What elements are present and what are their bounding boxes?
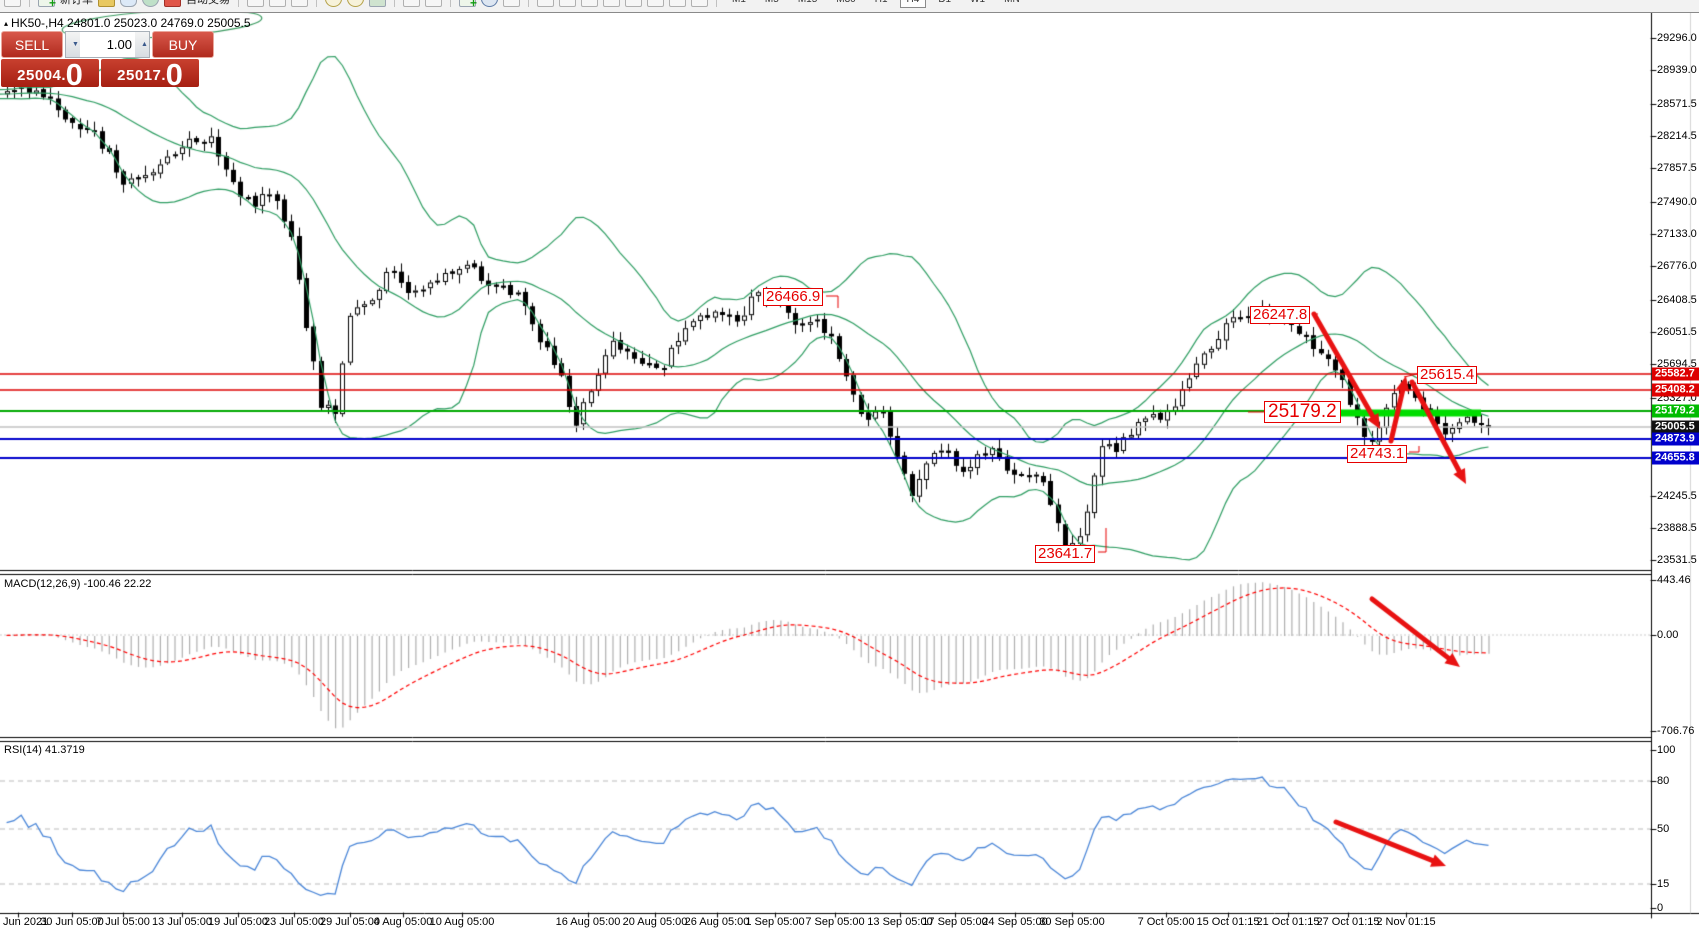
indicators-icon[interactable] (459, 0, 477, 10)
new-order-label: 新订单 (60, 0, 93, 6)
volume-stepper: ▼ ▲ (65, 31, 150, 58)
chart-ohlc-text: HK50-,H4 24801.0 25023.0 24769.0 25005.5 (11, 16, 251, 30)
web-terminal-icon[interactable] (142, 0, 159, 7)
chart-shift-icon[interactable] (291, 0, 308, 7)
sell-price-big-digit: 0 (65, 59, 83, 87)
timeframe-button-m1[interactable]: M1 (725, 0, 753, 8)
volume-input[interactable] (80, 32, 135, 57)
zoom-out-icon[interactable] (347, 0, 364, 7)
auto-scroll-icon[interactable] (403, 0, 420, 7)
crosshair-icon[interactable] (559, 0, 576, 7)
tile-windows-icon[interactable] (369, 0, 386, 7)
volume-down-button[interactable]: ▼ (66, 32, 80, 57)
toolbar-separator (528, 0, 529, 7)
timeframe-button-h1[interactable]: H1 (868, 0, 895, 8)
timeframe-button-m30[interactable]: M30 (829, 0, 862, 8)
sell-button[interactable]: SELL (1, 31, 63, 58)
buy-price-big-digit: 0 (165, 59, 183, 87)
toolbar-separator (394, 0, 395, 7)
chart-window-icon[interactable] (4, 0, 21, 7)
autotrade-icon[interactable] (164, 0, 181, 7)
timeframe-button-d1[interactable]: D1 (931, 0, 958, 8)
sell-price-dot: . (61, 67, 66, 84)
toolbar-separator (29, 0, 30, 7)
sell-price-display[interactable]: 25004 . 0 (1, 59, 99, 87)
sell-price-main: 25004 (17, 67, 62, 84)
new-order-icon[interactable] (38, 0, 56, 10)
cloud-icon[interactable] (120, 0, 137, 7)
top-toolbar: 新订单 自动交易 M1 M5 M15 M30 H1 H4 D1 W1 MN (0, 0, 1699, 13)
macd-label: MACD(12,26,9) -100.46 22.22 (4, 578, 152, 590)
timeframe-button-m15[interactable]: M15 (791, 0, 824, 8)
one-click-trade-panel: SELL ▼ ▲ BUY 25004 . 0 25017 . 0 (1, 31, 214, 87)
timeframe-button-w1[interactable]: W1 (963, 0, 992, 8)
timeframe-button-m5[interactable]: M5 (758, 0, 786, 8)
toolbar-separator (716, 0, 717, 7)
fibonacci-icon[interactable] (647, 0, 664, 7)
new-chart-icon[interactable] (247, 0, 264, 7)
volume-up-button[interactable]: ▲ (135, 32, 149, 57)
shift-end-icon[interactable] (425, 0, 442, 7)
vline-icon[interactable] (581, 0, 598, 7)
profiles-icon[interactable] (269, 0, 286, 7)
equidistant-channel-icon[interactable] (625, 0, 642, 7)
trendline-icon[interactable] (603, 0, 620, 7)
arrows-icon[interactable] (691, 0, 708, 7)
chart-header: ▴ HK50-,H4 24801.0 25023.0 24769.0 25005… (4, 16, 251, 30)
toolbar-separator (316, 0, 317, 7)
toolbar-separator (238, 0, 239, 7)
toolbar-separator (450, 0, 451, 7)
autotrade-label: 自动交易 (186, 0, 230, 6)
zoom-in-icon[interactable] (325, 0, 342, 7)
buy-price-display[interactable]: 25017 . 0 (101, 59, 199, 87)
buy-button[interactable]: BUY (152, 31, 214, 58)
cursor-icon[interactable] (537, 0, 554, 7)
rsi-label: RSI(14) 41.3719 (4, 744, 85, 756)
templates-icon[interactable] (503, 0, 520, 7)
timeframe-button-h4[interactable]: H4 (899, 0, 927, 8)
buy-price-main: 25017 (117, 67, 162, 84)
timeframe-button-mn[interactable]: MN (997, 0, 1027, 8)
market-watch-icon[interactable] (98, 0, 115, 7)
buy-price-dot: . (161, 67, 166, 84)
periods-icon[interactable] (481, 0, 498, 7)
text-label-icon[interactable] (669, 0, 686, 7)
chart-marker-icon: ▴ (4, 18, 9, 28)
